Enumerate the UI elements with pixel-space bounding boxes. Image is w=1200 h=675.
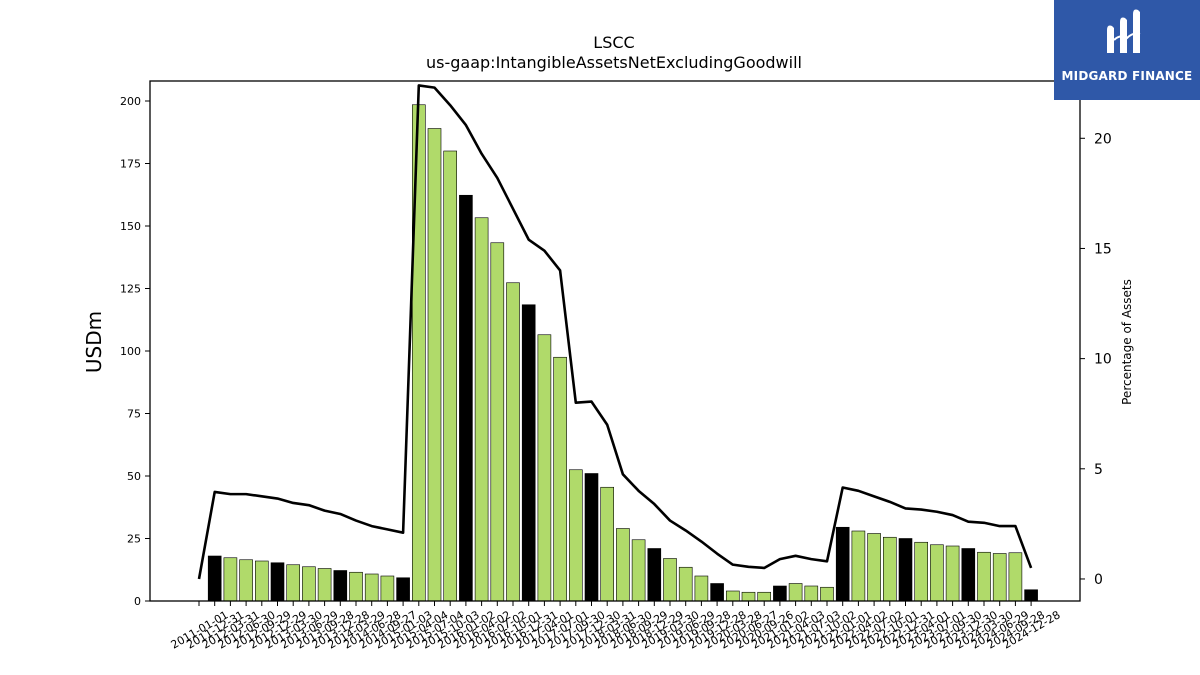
bar (302, 566, 316, 602)
y2-axis-ticks: 0 5 10 15 20 (1080, 131, 1112, 588)
bar (223, 557, 238, 602)
logo-mark-icon (1107, 9, 1141, 53)
bar (443, 150, 458, 602)
bar (741, 591, 756, 602)
y2-tick-label: 5 (1094, 462, 1103, 478)
bar (333, 570, 348, 602)
bar (647, 548, 662, 602)
bar (474, 217, 489, 602)
bar (490, 242, 505, 602)
bar (788, 583, 803, 602)
y-axis-label: USDm (82, 311, 106, 373)
bar (992, 553, 1007, 602)
bar (820, 586, 834, 602)
bar (678, 566, 693, 602)
y-tick-label: 175 (120, 158, 141, 171)
bar (396, 577, 410, 602)
bars (207, 104, 1038, 602)
bar (1024, 589, 1038, 602)
bar (804, 585, 819, 602)
percentage-line (197, 84, 1033, 580)
bar (914, 541, 929, 602)
bar (584, 473, 599, 602)
bar (364, 573, 379, 602)
y2-tick-label: 0 (1094, 572, 1103, 588)
y2-tick-label: 20 (1094, 131, 1112, 147)
bar (725, 590, 740, 602)
bar (882, 536, 897, 602)
y2-tick-label: 15 (1094, 241, 1112, 257)
bar (961, 548, 976, 602)
y-tick-label: 125 (120, 283, 141, 296)
bar (930, 544, 944, 602)
bar (663, 558, 677, 602)
y-tick-label: 200 (120, 95, 141, 108)
bar (694, 575, 709, 602)
bar (631, 539, 646, 602)
bar (239, 559, 253, 602)
bar (851, 530, 866, 602)
x-axis-ticks: 2011-01-012011-12-312012-03-312012-06-30… (169, 601, 1063, 652)
bar (286, 564, 301, 602)
bar (553, 356, 567, 602)
bar (427, 128, 442, 602)
y-tick-label: 50 (127, 470, 141, 483)
bar (835, 526, 850, 602)
y-tick-label: 25 (127, 533, 141, 546)
y2-tick-label: 10 (1094, 352, 1112, 368)
bar (270, 562, 285, 602)
bar (521, 304, 536, 602)
bar (459, 194, 473, 602)
y-tick-label: 150 (120, 220, 141, 233)
bar (506, 282, 520, 602)
line-series (197, 84, 1033, 580)
bar (710, 583, 724, 602)
midgard-finance-logo: MIDGARD FINANCE (1054, 0, 1200, 100)
bar (380, 575, 395, 602)
bar (255, 560, 269, 602)
bar (317, 568, 332, 602)
bar (616, 528, 630, 602)
y-tick-label: 75 (127, 408, 141, 421)
bar (568, 469, 583, 602)
plot-frame (149, 80, 1081, 602)
bar (207, 555, 222, 602)
y-tick-label: 100 (120, 345, 141, 358)
bar (773, 585, 787, 602)
bar (977, 551, 991, 602)
bar (757, 591, 772, 602)
chart-title: LSCC (593, 33, 634, 52)
y-tick-label: 0 (134, 595, 141, 608)
y-axis-ticks: 0 25 50 75 100 125 150 175 200 (120, 95, 150, 608)
bar (349, 571, 363, 602)
bar (600, 486, 615, 602)
y2-axis-label: Percentage of Assets (1120, 279, 1134, 405)
chart-subtitle: us-gaap:IntangibleAssetsNetExcludingGood… (426, 53, 802, 72)
bar (898, 538, 913, 602)
logo-text: MIDGARD FINANCE (1061, 69, 1193, 83)
bar (1008, 552, 1023, 602)
bar (537, 334, 552, 602)
bar (945, 545, 960, 602)
bar (867, 533, 881, 602)
